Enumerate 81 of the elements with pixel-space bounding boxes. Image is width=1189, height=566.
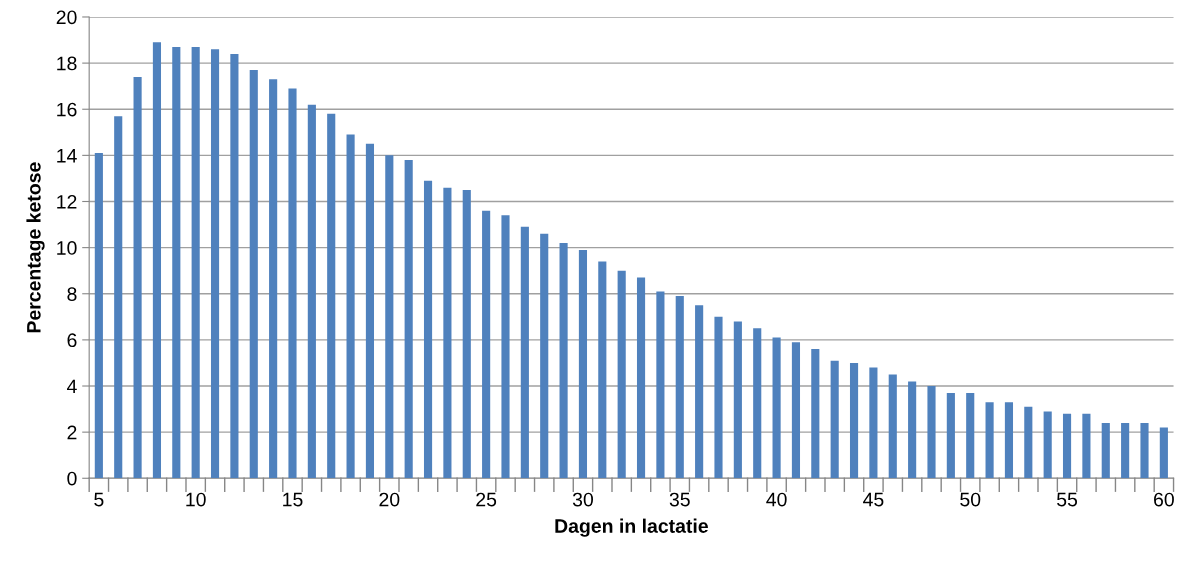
bar — [249, 70, 258, 479]
x-tick-label: 50 — [960, 492, 981, 507]
y-tick-label: 0 — [67, 471, 77, 486]
x-tick-label: 25 — [476, 492, 497, 507]
y-tick-label: 14 — [57, 149, 77, 163]
y-axis-title: Percentage ketose — [26, 162, 45, 333]
x-tick-label: 35 — [669, 492, 690, 507]
bar — [1082, 413, 1091, 479]
bar — [1121, 422, 1130, 479]
x-tick-label: 15 — [283, 492, 303, 507]
x-tick-label: 40 — [766, 492, 787, 507]
bar — [578, 249, 588, 479]
bar — [133, 76, 142, 479]
bar — [327, 113, 336, 479]
bar — [540, 233, 549, 479]
bar — [482, 210, 491, 479]
y-tick-label: 4 — [67, 379, 77, 394]
bar — [656, 291, 665, 479]
bar — [811, 349, 820, 479]
bar — [443, 187, 452, 479]
bar — [307, 104, 316, 479]
bar — [675, 296, 684, 479]
y-tick-label: 10 — [57, 241, 77, 255]
y-tick-label: 8 — [67, 287, 77, 301]
y-tick-label: 20 — [56, 10, 77, 25]
bar — [385, 155, 394, 479]
bar — [966, 392, 975, 479]
bar — [830, 360, 839, 479]
bar — [1043, 411, 1052, 479]
bar — [849, 362, 859, 479]
bar — [230, 53, 239, 479]
bar — [210, 49, 220, 479]
bar — [94, 153, 103, 479]
bar — [191, 46, 200, 479]
x-tick-label: 60 — [1154, 492, 1174, 507]
bar — [927, 386, 936, 479]
bar — [1024, 406, 1033, 479]
bar — [695, 305, 704, 479]
bar — [598, 261, 607, 479]
bar — [908, 381, 917, 479]
bar — [501, 215, 510, 479]
bar — [269, 79, 278, 479]
bar — [888, 374, 897, 479]
bar — [753, 328, 762, 479]
bar — [791, 342, 801, 479]
bar — [288, 88, 297, 479]
bar — [1159, 427, 1168, 479]
bar — [869, 367, 878, 479]
bar — [1140, 422, 1149, 479]
x-tick-label: 45 — [863, 492, 884, 507]
bar — [365, 143, 375, 479]
bar — [946, 392, 955, 479]
bar — [714, 316, 723, 479]
bar — [114, 116, 123, 479]
bar — [733, 321, 742, 479]
y-tick-label: 6 — [67, 333, 77, 348]
bar — [1101, 422, 1110, 479]
x-tick-label: 30 — [572, 492, 593, 507]
bar — [462, 189, 471, 479]
y-tick-label: 2 — [67, 425, 77, 440]
x-tick-label: 55 — [1057, 492, 1078, 507]
y-tick-label: 16 — [57, 102, 77, 117]
x-axis-title: Dagen in lactatie — [555, 518, 708, 537]
bar — [636, 277, 646, 479]
y-tick-label: 18 — [57, 56, 77, 71]
bar — [423, 180, 433, 479]
bar — [1004, 402, 1014, 479]
bar — [1062, 413, 1072, 479]
y-tick-label: 12 — [57, 194, 77, 209]
bar — [772, 337, 781, 479]
bar — [985, 402, 994, 479]
bar — [152, 42, 162, 479]
bar — [520, 226, 529, 479]
bar — [172, 46, 181, 479]
x-tick-label: 5 — [94, 492, 104, 507]
bar — [617, 270, 626, 479]
x-tick-label: 20 — [379, 492, 400, 507]
bar — [404, 159, 413, 479]
bar — [346, 134, 355, 479]
bar — [559, 243, 568, 479]
x-tick-label: 10 — [186, 492, 206, 507]
